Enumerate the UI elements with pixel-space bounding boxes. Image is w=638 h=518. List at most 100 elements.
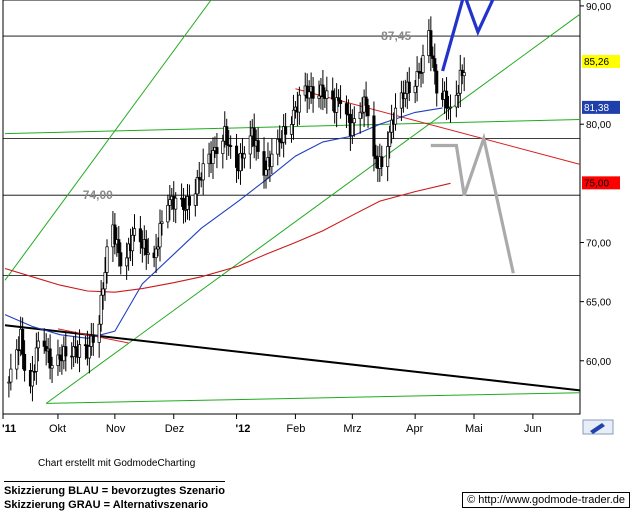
scenario-gray <box>430 132 515 274</box>
candle-body <box>435 70 439 94</box>
upper-channel <box>4 0 212 281</box>
candle-body <box>105 246 109 273</box>
candle-body <box>252 127 256 147</box>
candle-body <box>36 340 40 349</box>
candle-body <box>91 335 95 343</box>
candle-body <box>97 323 101 343</box>
candle-body <box>58 354 62 360</box>
candle-body <box>42 340 46 347</box>
candle-body <box>364 96 368 106</box>
candle-body <box>21 328 25 355</box>
candle-body <box>101 288 105 296</box>
x-tick-label: Dez <box>165 423 185 435</box>
price-box <box>582 176 620 190</box>
candle-body <box>429 30 433 57</box>
candle-body <box>113 224 117 245</box>
candle-body <box>225 126 229 146</box>
candle-body <box>56 354 60 366</box>
candle-body <box>48 348 52 369</box>
candle-body <box>403 93 407 100</box>
price-box-label: 85,26 <box>584 57 609 68</box>
candle-body <box>386 146 390 167</box>
candle-body <box>276 138 280 155</box>
candle-body <box>138 228 142 243</box>
lower-channel <box>45 13 581 404</box>
ma-red <box>4 182 451 293</box>
candles <box>7 16 466 402</box>
candle-body <box>462 72 466 77</box>
candle-body <box>103 272 107 290</box>
candle-body <box>195 177 199 195</box>
candle-body <box>32 370 36 373</box>
candle-body <box>456 92 460 96</box>
ma-blue <box>4 107 443 339</box>
y-tick-label: 70,00 <box>586 238 611 249</box>
candle-body <box>99 294 103 325</box>
candle-body <box>297 94 301 113</box>
horizontal-support-2 <box>46 392 581 404</box>
candle-body <box>130 234 135 252</box>
candle-body <box>229 145 233 147</box>
candle-body <box>248 135 252 155</box>
candle-body <box>234 145 239 168</box>
x-tick-label: Nov <box>106 423 126 435</box>
candle-body <box>154 248 158 259</box>
candle-body <box>146 252 150 255</box>
candle-body <box>160 221 164 224</box>
candle-body <box>182 198 186 210</box>
candle-body <box>350 122 354 136</box>
price-box <box>582 100 620 114</box>
candle-body <box>352 118 356 124</box>
candle-body <box>156 246 160 250</box>
x-tick-label: '11 <box>2 423 16 435</box>
candle-body <box>358 111 362 119</box>
candle-body <box>64 346 68 357</box>
candle-body <box>270 153 274 168</box>
candle-body <box>197 177 201 180</box>
candle-body <box>221 140 225 154</box>
candle-body <box>238 152 243 172</box>
candle-body <box>87 346 91 359</box>
candle-body <box>337 97 341 101</box>
black-downtrend <box>4 324 581 392</box>
copyright-link[interactable]: © http://www.godmode-trader.de <box>462 492 630 508</box>
candle-body <box>193 193 197 206</box>
candle-body <box>317 95 321 99</box>
candle-body <box>360 111 364 114</box>
y-tick-label: 65,00 <box>586 298 611 309</box>
candle-body <box>448 106 453 109</box>
y-axis: 90,00 80,00 70,00 65,00 60,00 85,26 81,38 75,00 <box>580 2 620 368</box>
candle-body <box>144 239 148 255</box>
price-box-label: 75,00 <box>584 178 609 189</box>
pencil-icon[interactable] <box>582 419 614 435</box>
candle-body <box>458 69 462 94</box>
candle-body <box>390 119 394 133</box>
candle-body <box>187 196 191 206</box>
candle-body <box>166 204 170 223</box>
candle-body <box>417 71 421 73</box>
candle-body <box>307 91 311 99</box>
candle-body <box>119 252 123 267</box>
candle-body <box>393 107 398 125</box>
annotations: 87,45 74,00 <box>83 29 412 202</box>
candle-body <box>335 97 339 113</box>
candle-body <box>158 223 162 248</box>
candle-body <box>215 147 219 154</box>
candle-body <box>444 90 449 109</box>
legend-blue: Skizzierung BLAU = bevorzugtes Szenario <box>4 485 225 497</box>
candle-body <box>125 257 129 267</box>
moving-averages <box>4 107 451 339</box>
candle-body <box>17 349 21 352</box>
candle-body <box>9 368 13 383</box>
candle-body <box>433 58 437 72</box>
candle-body <box>291 109 296 125</box>
price-box <box>582 54 620 68</box>
x-tick-label: Jun <box>524 423 542 435</box>
candle-body <box>34 347 38 372</box>
candle-body <box>372 115 376 157</box>
candle-body <box>311 86 315 99</box>
candle-body <box>331 90 335 100</box>
price-box-label: 81,38 <box>584 103 609 114</box>
red-downtrend-long <box>295 88 581 165</box>
